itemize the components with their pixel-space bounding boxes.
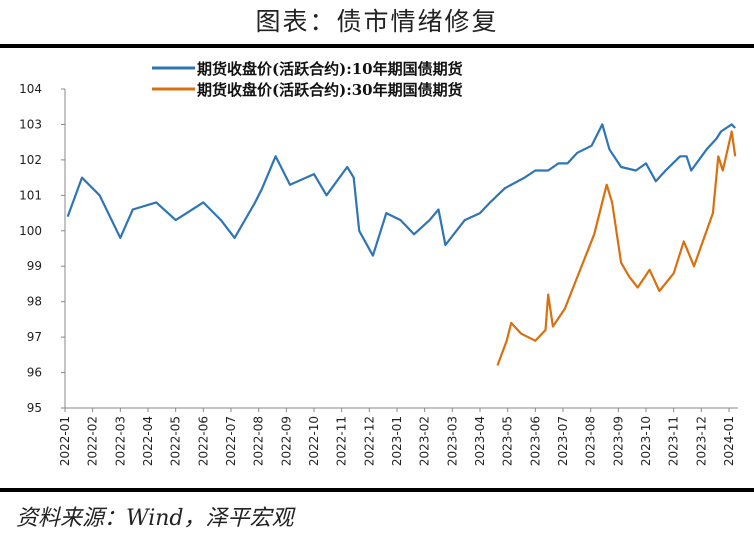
x-tick-label: 2023-03 xyxy=(445,416,459,466)
x-tick-label: 2022-04 xyxy=(141,416,155,466)
legend-label: 期货收盘价(活跃合约):10年期国债期货 xyxy=(197,60,463,78)
x-tick-label: 2023-04 xyxy=(473,416,487,466)
y-tick-label: 104 xyxy=(19,82,42,96)
x-tick-label: 2024-01 xyxy=(722,416,736,466)
x-tick-label: 2022-06 xyxy=(196,416,210,466)
y-tick-label: 99 xyxy=(27,259,42,273)
x-tick-label: 2023-01 xyxy=(390,416,404,466)
y-tick-label: 96 xyxy=(27,366,42,380)
source-note: 资料来源：Wind，泽平宏观 xyxy=(16,506,294,531)
x-tick-label: 2022-07 xyxy=(224,416,238,466)
x-tick-label: 2023-12 xyxy=(694,416,708,466)
y-tick-label: 103 xyxy=(19,117,42,131)
y-tick-label: 102 xyxy=(19,153,42,167)
top-divider xyxy=(0,44,754,48)
series-line-30y xyxy=(496,130,737,366)
legend-label: 期货收盘价(活跃合约):30年期国债期货 xyxy=(197,81,463,99)
x-tick-label: 2023-08 xyxy=(584,416,598,466)
x-tick-label: 2022-09 xyxy=(279,416,293,466)
x-tick-label: 2023-02 xyxy=(418,416,432,466)
x-tick-label: 2022-02 xyxy=(86,416,100,466)
x-tick-label: 2023-06 xyxy=(528,416,542,466)
x-tick-label: 2022-12 xyxy=(362,416,376,466)
x-tick-label: 2023-05 xyxy=(501,416,515,466)
bottom-divider xyxy=(0,488,754,492)
y-tick-label: 95 xyxy=(27,401,42,415)
x-tick-label: 2023-07 xyxy=(556,416,570,466)
x-tick-label: 2022-01 xyxy=(58,416,72,466)
chart-title: 图表：债市情绪修复 xyxy=(255,7,499,36)
y-tick-label: 101 xyxy=(19,188,42,202)
x-tick-label: 2022-05 xyxy=(169,416,183,466)
x-tick-label: 2022-03 xyxy=(113,416,127,466)
y-tick-label: 98 xyxy=(27,295,42,309)
x-tick-label: 2023-10 xyxy=(639,416,653,466)
x-tick-label: 2022-08 xyxy=(252,416,266,466)
y-tick-label: 100 xyxy=(19,224,42,238)
x-tick-label: 2023-09 xyxy=(611,416,625,466)
series-line-10y xyxy=(66,123,736,257)
x-tick-label: 2023-11 xyxy=(667,416,681,466)
x-tick-label: 2022-11 xyxy=(335,416,349,466)
x-tick-label: 2022-10 xyxy=(307,416,321,466)
y-tick-label: 97 xyxy=(27,330,42,344)
